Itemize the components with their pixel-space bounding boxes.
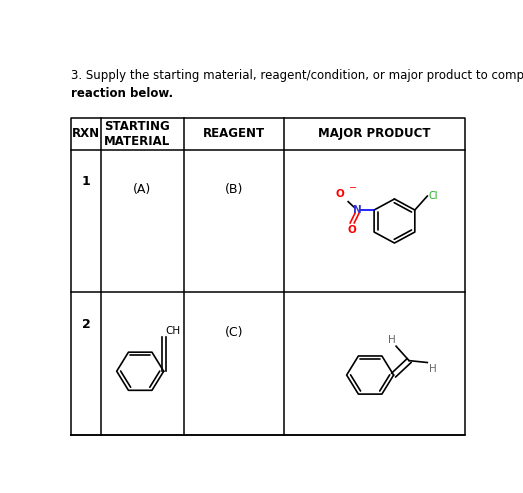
Text: (B): (B): [224, 183, 243, 196]
Text: RXN: RXN: [72, 127, 100, 141]
Text: O: O: [348, 225, 357, 235]
Text: CH: CH: [165, 325, 180, 336]
Text: reaction below.: reaction below.: [72, 87, 174, 100]
Text: 1: 1: [82, 176, 90, 188]
Text: STARTING
MATERIAL: STARTING MATERIAL: [104, 120, 170, 148]
Text: O: O: [335, 189, 344, 199]
Text: (A): (A): [133, 183, 151, 196]
Text: (C): (C): [224, 326, 243, 339]
Text: REAGENT: REAGENT: [202, 127, 265, 141]
Text: N: N: [353, 205, 361, 215]
Text: −: −: [349, 183, 357, 193]
Text: H: H: [428, 364, 436, 374]
Text: H: H: [388, 335, 395, 345]
Text: MAJOR PRODUCT: MAJOR PRODUCT: [318, 127, 430, 141]
Text: 2: 2: [82, 318, 90, 331]
Text: Cl: Cl: [428, 191, 438, 201]
Text: 3. Supply the starting material, reagent/condition, or major product to complete: 3. Supply the starting material, reagent…: [72, 69, 523, 82]
